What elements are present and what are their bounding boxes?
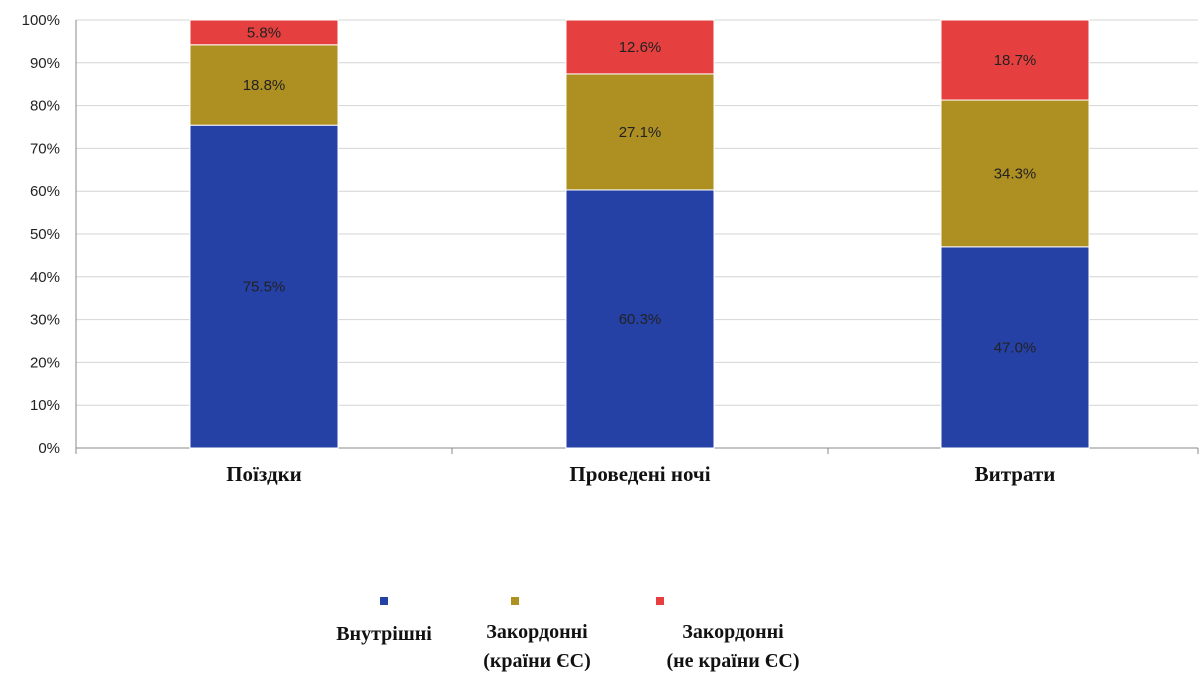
y-tick-label: 20% — [30, 354, 60, 371]
legend-label: Закордонні — [682, 621, 784, 643]
legend-marker — [380, 597, 388, 605]
data-label: 18.7% — [994, 52, 1037, 69]
bar-segment — [940, 246, 1090, 449]
legend-label: Закордонні — [486, 621, 588, 643]
data-label: 75.5% — [243, 279, 286, 296]
bar-segment — [189, 19, 339, 46]
bar-segment — [189, 124, 339, 449]
data-labels: 75.5% 18.8% 5.8% 60.3% 27.1% 12.6% 47.0% 34.3% 1… — [243, 24, 1037, 356]
data-label: 47.0% — [994, 339, 1037, 356]
legend-marker — [656, 597, 664, 605]
bar-segment — [940, 99, 1090, 248]
bar-segment — [189, 44, 339, 126]
y-tick-label: 10% — [30, 397, 60, 414]
y-tick-label: 40% — [30, 269, 60, 286]
y-tick-label: 70% — [30, 140, 60, 157]
x-category-label: Поїздки — [226, 462, 302, 486]
data-label: 5.8% — [247, 24, 281, 41]
data-label: 60.3% — [619, 311, 662, 328]
legend-label: Внутрішні — [336, 623, 432, 645]
y-tick-label: 50% — [30, 226, 60, 243]
y-tick-label: 30% — [30, 312, 60, 329]
legend-label: (країни ЄС) — [483, 650, 591, 672]
legend: Внутрішні Закордонні (країни ЄС) Закордонні… — [336, 597, 799, 672]
bar-segment — [565, 19, 715, 75]
y-tick-label: 80% — [30, 98, 60, 115]
bar-segment — [565, 73, 715, 191]
x-category-label: Витрати — [975, 462, 1056, 486]
y-tick-label: 0% — [38, 440, 60, 457]
data-label: 27.1% — [619, 124, 662, 141]
x-category-label: Проведені ночі — [569, 462, 710, 486]
y-tick-label: 60% — [30, 183, 60, 200]
bars — [189, 19, 1090, 449]
y-tick-label: 100% — [22, 12, 60, 29]
data-label: 34.3% — [994, 165, 1037, 182]
y-tick-label: 90% — [30, 55, 60, 72]
legend-marker — [511, 597, 519, 605]
legend-label: (не країни ЄС) — [667, 650, 800, 672]
data-label: 12.6% — [619, 39, 662, 56]
data-label: 18.8% — [243, 77, 286, 94]
bar-segment — [940, 19, 1090, 101]
